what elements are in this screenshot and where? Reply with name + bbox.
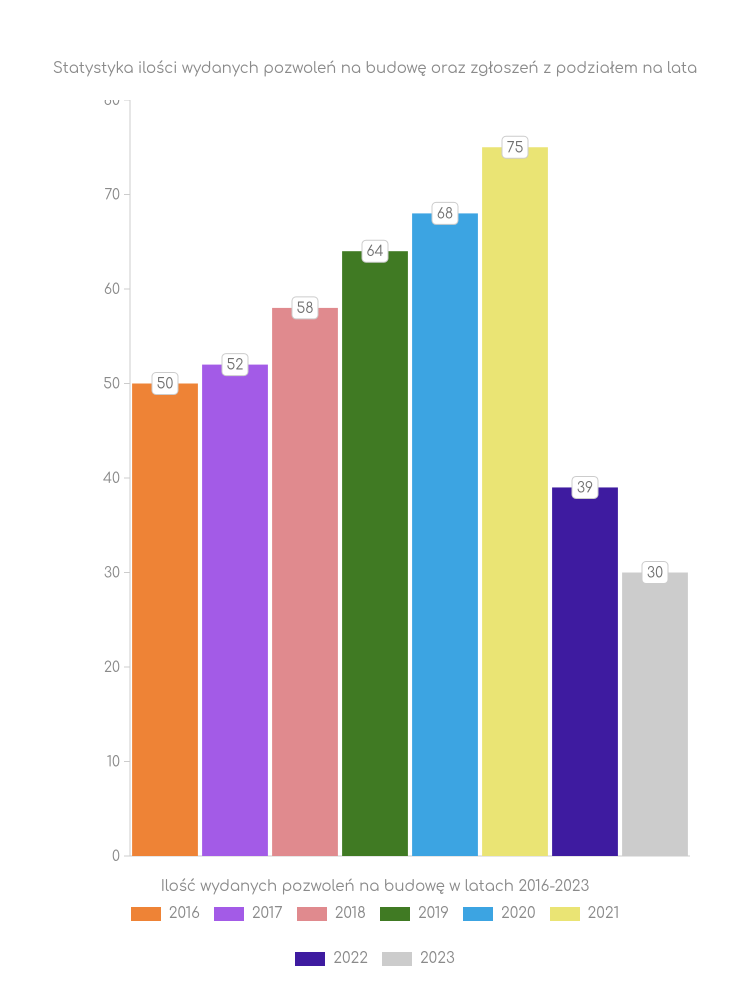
bar [342, 251, 408, 856]
legend-swatch [214, 907, 244, 921]
legend-swatch [295, 952, 325, 966]
legend-label: 2019 [418, 905, 449, 922]
data-label: 50 [157, 378, 174, 393]
data-label: 75 [507, 141, 524, 156]
legend-item: 2021 [550, 905, 620, 922]
legend-item: 2020 [463, 905, 536, 922]
svg-text:20: 20 [104, 661, 120, 676]
legend-item: 2018 [297, 905, 366, 922]
legend-label: 2023 [420, 950, 455, 967]
chart-title: Statystyka ilości wydanych pozwoleń na b… [0, 60, 750, 77]
legend-swatch [297, 907, 327, 921]
legend-item: 2023 [382, 950, 455, 967]
legend-swatch [382, 952, 412, 966]
svg-text:40: 40 [103, 472, 120, 487]
svg-text:80: 80 [104, 100, 120, 109]
bar [272, 308, 338, 856]
chart-area: 0 10 20 30 40 50 60 70 80 50 52 58 64 68 75 39 30 [100, 100, 690, 870]
data-label: 52 [227, 359, 244, 374]
bar [482, 147, 548, 856]
bar [202, 365, 268, 856]
data-label: 68 [437, 207, 453, 222]
svg-text:10: 10 [107, 756, 120, 771]
legend-item: 2016 [131, 905, 200, 922]
data-label: 58 [296, 302, 313, 317]
legend-swatch [380, 907, 410, 921]
legend-swatch [463, 907, 493, 921]
bar [552, 487, 618, 856]
legend-label: 2018 [335, 905, 366, 922]
data-label: 39 [577, 481, 593, 496]
legend-item: 2017 [214, 905, 283, 922]
data-label: 30 [647, 567, 663, 582]
legend: 2016 2017 2018 2019 2020 2021 2022 2023 [0, 905, 750, 967]
legend-label: 2016 [169, 905, 200, 922]
svg-text:0: 0 [112, 850, 120, 865]
legend-label: 2022 [333, 950, 368, 967]
svg-text:70: 70 [104, 189, 120, 204]
svg-text:60: 60 [104, 283, 120, 298]
bar [622, 573, 688, 857]
legend-label: 2020 [501, 905, 536, 922]
legend-swatch [131, 907, 161, 921]
bar-chart: 0 10 20 30 40 50 60 70 80 50 52 58 64 68 75 39 30 [100, 100, 690, 870]
bar [132, 384, 198, 857]
data-label: 64 [366, 245, 383, 260]
x-axis-label: Ilość wydanych pozwoleń na budowę w lata… [0, 878, 750, 895]
legend-label: 2017 [252, 905, 283, 922]
legend-item: 2019 [380, 905, 449, 922]
legend-item: 2022 [295, 950, 368, 967]
legend-swatch [550, 907, 580, 921]
legend-label: 2021 [588, 905, 620, 922]
svg-text:50: 50 [103, 378, 120, 393]
bar [412, 213, 478, 856]
svg-text:30: 30 [104, 567, 120, 582]
